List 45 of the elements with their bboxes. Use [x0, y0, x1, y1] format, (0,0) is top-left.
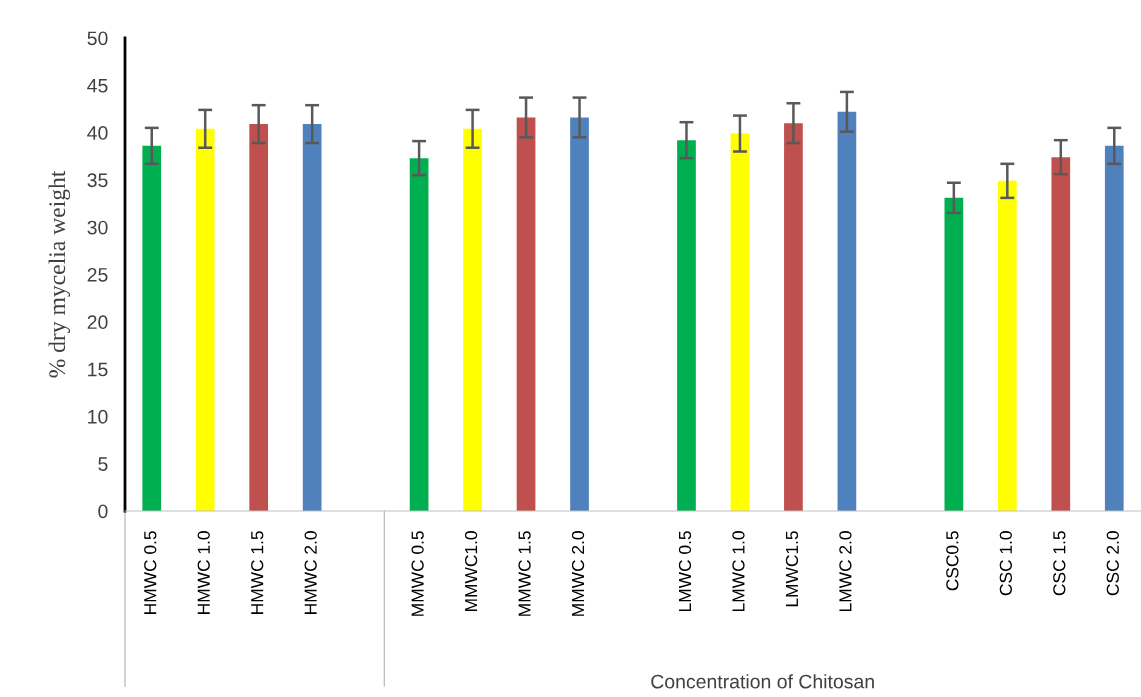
y-tick-label: 20	[87, 315, 108, 330]
y-tick-label: 10	[88, 409, 108, 424]
bar	[997, 180, 1017, 511]
bar	[944, 197, 964, 511]
y-tick-label: 35	[87, 173, 108, 188]
bar	[784, 123, 803, 511]
bar	[730, 133, 750, 511]
bar	[249, 124, 269, 511]
x-tick-label: LMWC 2.0	[839, 531, 852, 612]
x-tick-label: CSC 2.0	[1106, 531, 1119, 596]
x-tick-label: MMWC1.0	[464, 531, 478, 611]
x-tick-label: HMWC 2.0	[304, 531, 317, 614]
y-tick-label: 50	[87, 31, 108, 46]
x-tick-label: LMWC1.5	[785, 531, 799, 607]
x-tick-label: HMWC 1.5	[251, 531, 264, 614]
bar	[570, 117, 589, 511]
x-tick-label: MMWC 1.5	[518, 531, 531, 616]
y-tick-label: 30	[87, 220, 108, 235]
x-tick-label: HMWC 0.5	[144, 531, 157, 614]
bar	[142, 145, 162, 511]
bar	[195, 128, 215, 511]
y-axis-title: % dry mycelia weight	[48, 170, 71, 378]
bar	[463, 128, 482, 511]
x-tick-label: LMWC 1.0	[732, 531, 745, 612]
y-tick-label: 15	[88, 362, 108, 377]
x-axis-title: Concentration of Chitosan	[651, 674, 874, 689]
y-tick-label: 45	[87, 78, 108, 93]
x-tick-label: MMWC 2.0	[571, 531, 585, 616]
x-tick-label: CSC 1.0	[999, 531, 1012, 596]
x-tick-label: HMWC 1.0	[197, 531, 210, 614]
bar	[1104, 145, 1124, 511]
bar	[677, 140, 696, 511]
bar	[409, 158, 429, 511]
x-tick-label: LMWC 0.5	[678, 531, 692, 612]
y-tick-label: 25	[87, 267, 108, 282]
bar	[302, 124, 322, 511]
x-tick-label: CSC 1.5	[1053, 531, 1066, 596]
y-tick-label: 5	[98, 457, 108, 471]
bar	[516, 117, 536, 511]
bar	[1051, 157, 1071, 511]
y-tick-label: 0	[98, 504, 108, 519]
x-tick-label: CSC0.5	[946, 531, 959, 591]
x-tick-label: MMWC 0.5	[411, 531, 424, 616]
y-tick-label: 40	[87, 126, 108, 140]
bar	[837, 111, 857, 511]
